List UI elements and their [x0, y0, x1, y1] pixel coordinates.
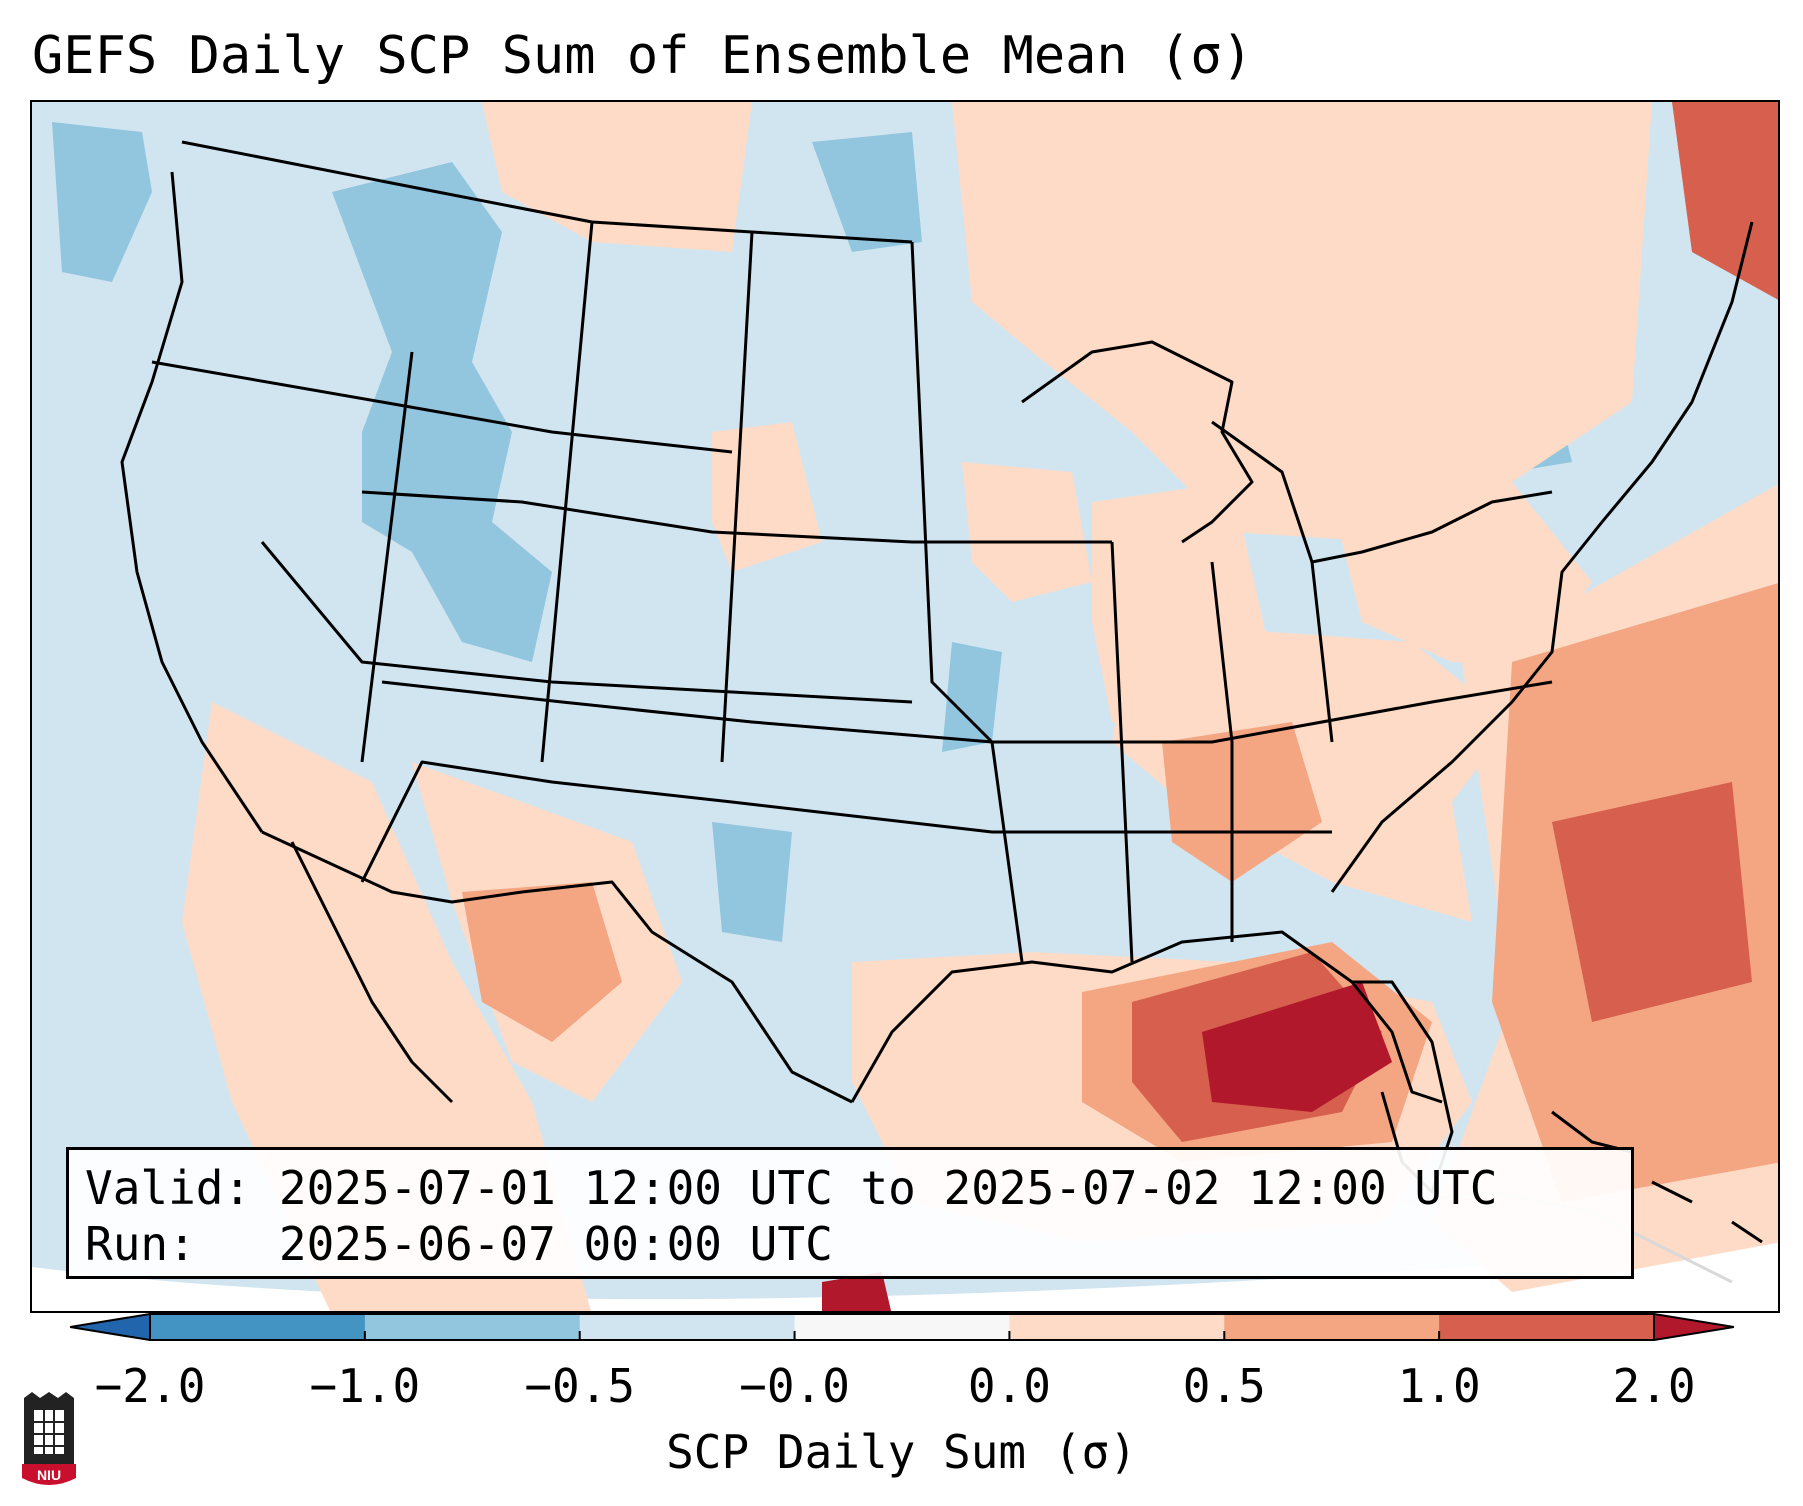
- run-label: Run:: [85, 1217, 196, 1271]
- great-lakes-outline: [1021, 340, 1254, 544]
- colorbar-tick-label: −2.0: [94, 1359, 206, 1413]
- gulf-coast: [850, 930, 1443, 1104]
- state-line-1: [151, 360, 733, 454]
- state-line-v5: [1110, 541, 1134, 963]
- chart-title: GEFS Daily SCP Sum of Ensemble Mean (σ): [32, 26, 1253, 86]
- map-panel: [30, 100, 1780, 1313]
- valid-run-info-box: Valid: 2025-07-01 12:00 UTC to 2025-07-0…: [66, 1147, 1634, 1279]
- colorbar-tick-label: 2.0: [1612, 1359, 1696, 1413]
- projection-edge: [32, 1242, 1778, 1311]
- mexico-border: [261, 830, 853, 1104]
- baja-coast: [290, 841, 454, 1104]
- colorbar-label: SCP Daily Sum (σ): [666, 1425, 1137, 1479]
- colorbar-bin: [150, 1314, 366, 1340]
- colorbar: [70, 1313, 1734, 1341]
- run-row: Run: 2025-06-07 00:00 UTC: [85, 1216, 1615, 1272]
- shade-yucatan-extreme: [822, 1272, 892, 1311]
- colorbar-bin: [579, 1314, 796, 1340]
- colorbar-under-extension: [70, 1313, 151, 1341]
- shade-southeast: [1112, 622, 1512, 922]
- us-west-coast: [120, 171, 264, 833]
- colorbar-bin: [364, 1314, 581, 1340]
- valid-label: Valid:: [85, 1161, 252, 1215]
- state-line-3: [260, 541, 913, 704]
- state-line-v2: [540, 221, 594, 763]
- state-line-v1: [360, 351, 414, 763]
- valid-row: Valid: 2025-07-01 12:00 UTC to 2025-07-0…: [85, 1160, 1615, 1216]
- niu-logo: NIU: [22, 1392, 76, 1485]
- shade-mid-atlantic: [1332, 482, 1592, 662]
- colorbar-bin: [794, 1314, 1010, 1340]
- colorbar-tick-label: −1.0: [309, 1359, 421, 1413]
- state-line-v6: [1210, 561, 1234, 942]
- colorbar-bin: [1224, 1314, 1440, 1340]
- state-line-v3: [720, 231, 754, 763]
- state-line-v4: [910, 241, 1024, 963]
- geography-lines: [120, 140, 1763, 1284]
- run-value: 2025-06-07 00:00 UTC: [278, 1217, 833, 1271]
- shade-gulf-extreme: [1202, 982, 1392, 1112]
- shade-west-texas: [712, 822, 792, 942]
- shade-canada-prairie: [812, 132, 922, 252]
- colorbar-tick-label: 0.0: [967, 1359, 1051, 1413]
- shade-southwest-moderate: [462, 882, 622, 1042]
- state-line-2: [361, 490, 1112, 544]
- shade-kansas: [942, 642, 1002, 752]
- shade-atlantic-strong: [1552, 782, 1752, 1022]
- colorbar-over-extension: [1653, 1313, 1734, 1341]
- logo-text: NIU: [37, 1467, 61, 1483]
- colorbar-bin: [1009, 1314, 1225, 1340]
- state-line-5: [360, 760, 1332, 883]
- colorbar-tick-label: −0.5: [524, 1359, 636, 1413]
- colorbar-tick-label: −0.0: [739, 1359, 850, 1413]
- shade-maritimes: [1672, 102, 1778, 300]
- colorbar-tick-label: 1.0: [1397, 1359, 1481, 1413]
- shade-eastern-canada: [952, 102, 1652, 542]
- shade-pacific-nw: [52, 122, 152, 282]
- colorbar-tick-label: 0.5: [1182, 1359, 1266, 1413]
- east-coast: [1330, 221, 1754, 893]
- state-line-v7: [1310, 561, 1334, 743]
- colorbar-bin: [1439, 1314, 1655, 1340]
- lake-erie-ontario: [1211, 420, 1553, 564]
- colorbar-frame: [149, 1313, 1655, 1341]
- valid-value: 2025-07-01 12:00 UTC to 2025-07-02 12:00…: [278, 1161, 1498, 1215]
- shade-iowa: [962, 462, 1092, 602]
- shade-tennessee-valley: [1162, 722, 1322, 882]
